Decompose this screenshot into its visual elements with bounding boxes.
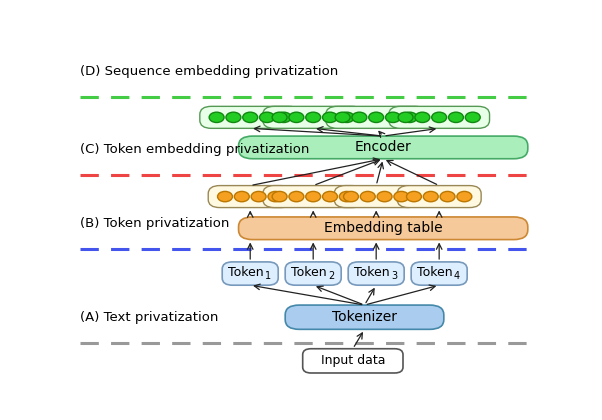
Text: 1: 1 — [265, 271, 271, 281]
FancyBboxPatch shape — [200, 106, 300, 129]
Circle shape — [335, 112, 350, 123]
Circle shape — [268, 192, 283, 202]
Circle shape — [377, 192, 392, 202]
FancyBboxPatch shape — [285, 262, 341, 285]
FancyBboxPatch shape — [326, 106, 427, 129]
FancyBboxPatch shape — [389, 106, 489, 129]
Circle shape — [398, 112, 413, 123]
Circle shape — [394, 192, 409, 202]
Text: 3: 3 — [391, 271, 397, 281]
FancyBboxPatch shape — [263, 186, 364, 207]
Circle shape — [457, 192, 472, 202]
Circle shape — [251, 192, 266, 202]
Circle shape — [306, 112, 321, 123]
Circle shape — [352, 112, 367, 123]
FancyBboxPatch shape — [411, 262, 467, 285]
Text: Embedding table: Embedding table — [324, 221, 442, 235]
Circle shape — [289, 192, 304, 202]
Circle shape — [432, 112, 447, 123]
Circle shape — [406, 192, 421, 202]
Circle shape — [440, 192, 455, 202]
FancyBboxPatch shape — [285, 305, 444, 329]
Text: Input data: Input data — [321, 354, 385, 368]
Circle shape — [344, 192, 358, 202]
Circle shape — [209, 112, 224, 123]
Circle shape — [234, 192, 249, 202]
Text: Encoder: Encoder — [355, 140, 412, 155]
Text: Tokenizer: Tokenizer — [332, 310, 397, 324]
Text: Token: Token — [417, 266, 452, 279]
FancyBboxPatch shape — [397, 186, 481, 207]
Circle shape — [340, 112, 354, 123]
Circle shape — [226, 112, 241, 123]
Circle shape — [323, 112, 338, 123]
Text: Token: Token — [291, 266, 326, 279]
Circle shape — [368, 112, 383, 123]
Circle shape — [385, 112, 400, 123]
FancyBboxPatch shape — [334, 186, 418, 207]
Circle shape — [289, 112, 304, 123]
Circle shape — [217, 192, 232, 202]
Text: (C) Token embedding privatization: (C) Token embedding privatization — [80, 142, 309, 155]
Circle shape — [272, 112, 287, 123]
FancyBboxPatch shape — [263, 106, 364, 129]
Circle shape — [465, 112, 480, 123]
Text: (B) Token privatization: (B) Token privatization — [80, 217, 229, 230]
FancyBboxPatch shape — [348, 262, 404, 285]
Circle shape — [259, 112, 275, 123]
FancyBboxPatch shape — [208, 186, 292, 207]
Text: (A) Text privatization: (A) Text privatization — [80, 311, 219, 324]
Text: 4: 4 — [454, 271, 460, 281]
Text: Token: Token — [354, 266, 389, 279]
Circle shape — [243, 112, 258, 123]
Circle shape — [415, 112, 430, 123]
Circle shape — [272, 192, 287, 202]
FancyBboxPatch shape — [222, 262, 278, 285]
FancyBboxPatch shape — [238, 136, 528, 159]
Circle shape — [340, 192, 354, 202]
Circle shape — [276, 112, 291, 123]
Text: (D) Sequence embedding privatization: (D) Sequence embedding privatization — [80, 65, 338, 78]
Circle shape — [306, 192, 321, 202]
Text: Token: Token — [228, 266, 263, 279]
Circle shape — [361, 192, 375, 202]
FancyBboxPatch shape — [303, 349, 403, 373]
FancyBboxPatch shape — [238, 217, 528, 239]
Circle shape — [448, 112, 464, 123]
Circle shape — [402, 112, 417, 123]
Circle shape — [323, 192, 338, 202]
Circle shape — [423, 192, 438, 202]
Text: 2: 2 — [328, 271, 334, 281]
